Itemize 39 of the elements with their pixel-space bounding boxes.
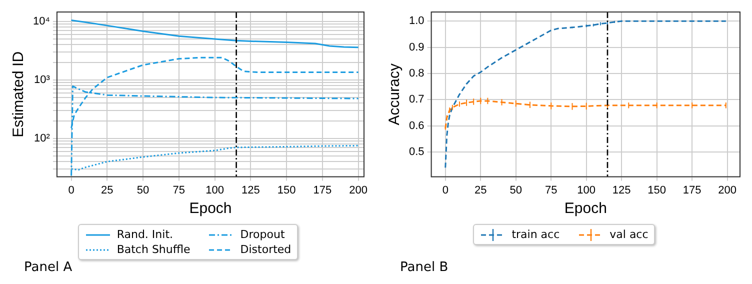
y-tick-label: 10⁴	[32, 15, 50, 28]
text: Panel A	[24, 260, 72, 275]
x-axis-title: Epoch	[564, 200, 607, 218]
x-tick-label: 100	[577, 184, 596, 196]
x-tick-label: 150	[648, 184, 666, 196]
y-tick-label: 0.6	[408, 120, 424, 132]
x-tick-label: 175	[313, 184, 332, 196]
y-tick-label: 0.7	[408, 94, 424, 106]
x-tick-label: 175	[682, 184, 702, 196]
x-tick-label: 25	[474, 184, 487, 196]
x-tick-label: 100	[206, 184, 224, 196]
text: Panel B	[400, 260, 448, 275]
x-tick-label: 200	[718, 184, 736, 196]
x-tick-label: 0	[68, 184, 74, 196]
y-axis-title: Accuracy	[386, 63, 404, 126]
legend-label: Dropout	[240, 228, 285, 241]
legend-label: Distorted	[240, 243, 292, 256]
legend-label: Batch Shuffle	[116, 243, 190, 256]
x-axis-title: Epoch	[189, 200, 232, 218]
y-tick-label: 10³	[34, 74, 50, 86]
x-tick-label: 125	[612, 184, 631, 196]
y-tick-label: 0.9	[408, 41, 424, 54]
x-tick-label: 50	[510, 184, 522, 196]
y-tick-label: 0.8	[408, 68, 424, 80]
x-tick-label: 25	[101, 184, 114, 196]
x-tick-label: 200	[349, 184, 368, 196]
y-tick-label: 1.0	[408, 15, 424, 28]
legend-label: train acc	[512, 228, 560, 241]
x-tick-label: 75	[172, 184, 186, 196]
y-tick-label: 0.5	[408, 146, 424, 158]
x-tick-label: 50	[136, 184, 150, 196]
y-axis-title: Estimated ID	[10, 51, 28, 138]
legend-label: Rand. Init.	[116, 228, 173, 241]
x-tick-label: 75	[544, 184, 558, 196]
x-tick-label: 0	[442, 184, 448, 196]
y-tick-label: 10²	[34, 132, 50, 144]
x-tick-label: 150	[277, 184, 296, 196]
legend-label: val acc	[610, 228, 648, 241]
x-tick-label: 125	[241, 184, 260, 196]
